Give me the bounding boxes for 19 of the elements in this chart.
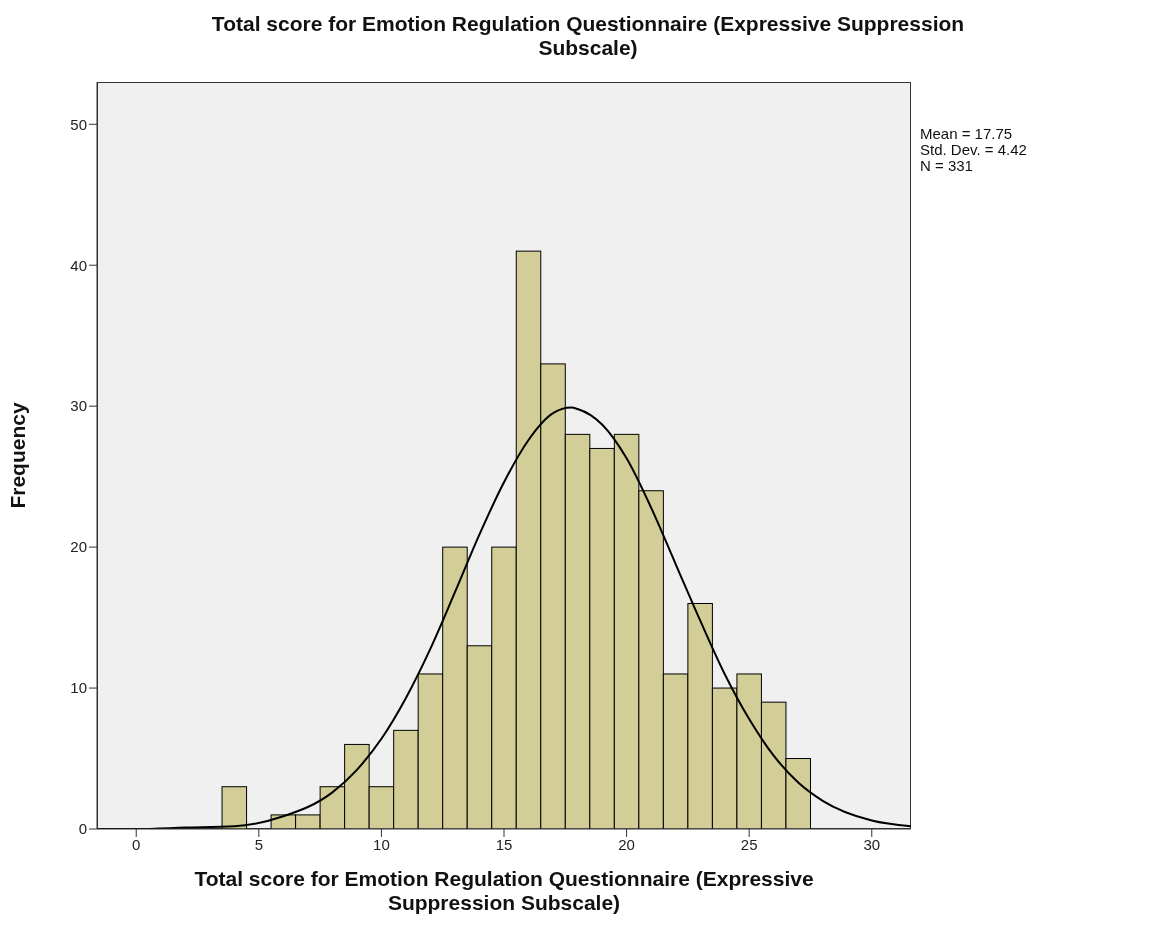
x-tick-label: 5 (254, 835, 263, 853)
x-tick-label: 30 (863, 835, 881, 853)
y-tick-label: 40 (70, 256, 87, 274)
chart-title: Total score for Emotion Regulation Questionnaire (Expressive Suppression Subscale) (210, 12, 966, 60)
x-axis-title: Total score for Emotion Regulation Questionnaire (Expressive Suppression Subscale) (193, 867, 815, 915)
text: Std. Dev. = 4.42 (920, 141, 1027, 158)
y-tick-label: 0 (78, 820, 87, 838)
text: N = 331 (920, 157, 974, 174)
x-tick-label: 10 (373, 835, 390, 853)
y-tick-label: 10 (70, 679, 87, 697)
y-axis-title: Frequency (6, 402, 30, 509)
x-tick-label: 25 (740, 835, 758, 853)
y-tick-label: 30 (70, 397, 87, 415)
x-tick-label: 20 (618, 835, 635, 853)
text: Mean = 17.75 (920, 125, 1014, 142)
x-tick-label: 15 (495, 835, 513, 853)
y-tick-label: 20 (70, 538, 87, 556)
x-tick-label: 0 (132, 835, 141, 853)
y-tick-label: 50 (70, 115, 87, 133)
